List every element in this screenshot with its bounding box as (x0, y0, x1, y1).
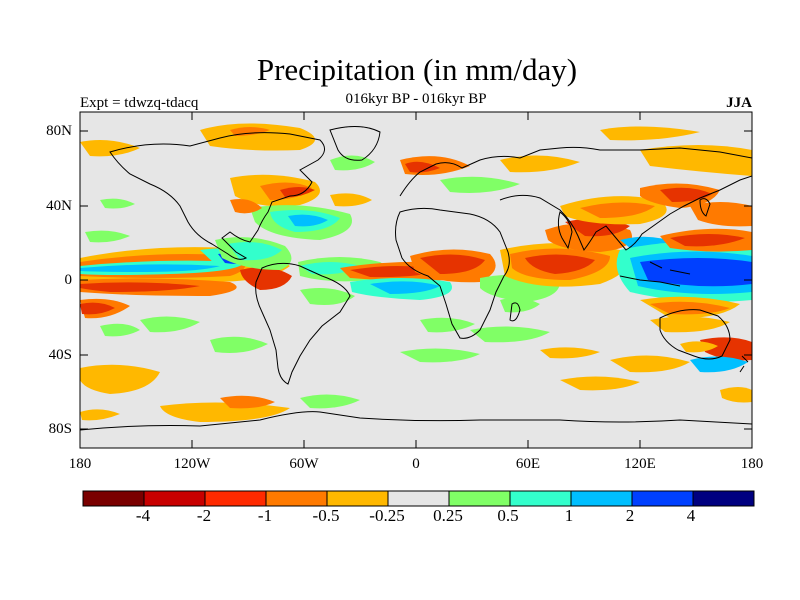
colorbar-label: 2 (625, 506, 635, 525)
lon-label-60w: 60W (289, 456, 319, 472)
field-africa-indian (410, 183, 720, 359)
season-label: JJA (726, 95, 752, 111)
coastlines (80, 126, 752, 431)
coast-indonesia (619, 261, 691, 287)
chart-title: Precipitation (in mm/day) (256, 52, 578, 87)
colorbar-label: 0.25 (433, 506, 463, 525)
precip-fields (80, 123, 752, 422)
experiment-label: Expt = tdwzq-tdacq (80, 95, 199, 111)
colorbar-box (265, 490, 328, 507)
colorbar-label: 1 (564, 506, 574, 525)
colorbar-label: -2 (196, 506, 212, 525)
lon-label-60e: 60E (515, 456, 541, 472)
colorbar-box (631, 490, 694, 507)
lon-label-180w: 180 (68, 456, 92, 472)
colorbar-box (570, 490, 633, 507)
coast-new-zealand (739, 355, 749, 373)
lon-label-0: 0 (412, 456, 420, 472)
colorbar-label: 0.5 (497, 506, 519, 525)
field-north-atlantic (85, 174, 372, 243)
coast-australia (659, 309, 731, 360)
colorbar-box (387, 490, 450, 507)
colorbar-box (204, 490, 267, 507)
lon-label-180e: 180 (740, 456, 764, 472)
coast-madagascar (509, 302, 521, 322)
lat-label-40n: 40N (46, 198, 72, 214)
lat-label-40s: 40S (48, 347, 72, 363)
colorbar-label: -0.5 (312, 506, 340, 525)
colorbar-box (143, 490, 206, 507)
lon-label-120w: 120W (173, 456, 211, 472)
colorbar-label: -1 (257, 506, 273, 525)
colorbar-box (509, 490, 572, 507)
axis-ticks (79, 112, 753, 448)
coast-india (557, 211, 573, 250)
colorbar-box (448, 490, 511, 507)
coast-antarctica (80, 411, 752, 431)
lon-label-120e: 120E (624, 456, 656, 472)
colorbar-label: -4 (135, 506, 151, 525)
colorbar-box (692, 490, 755, 507)
colorbar-label: 4 (686, 506, 696, 525)
field-east-pacific (80, 247, 292, 353)
coast-africa (395, 207, 510, 339)
coast-asia (499, 175, 752, 251)
field-southern-ocean (80, 348, 752, 422)
chart-subtitle: 016kyr BP - 016kyr BP (345, 91, 487, 107)
coast-japan (699, 198, 711, 217)
coast-south-america (255, 262, 351, 385)
lat-label-0: 0 (64, 272, 73, 288)
colorbar-box (82, 490, 145, 507)
field-west-pacific (616, 202, 752, 373)
colorbar-box (326, 490, 389, 507)
colorbar-label: -0.25 (369, 506, 405, 525)
colorbar (82, 490, 755, 507)
field-arctic (80, 123, 752, 193)
coast-north-america (109, 132, 325, 260)
coast-europe (399, 146, 752, 197)
lat-label-80n: 80N (46, 123, 72, 139)
coast-greenland (329, 126, 381, 161)
lat-label-80s: 80S (48, 421, 72, 437)
